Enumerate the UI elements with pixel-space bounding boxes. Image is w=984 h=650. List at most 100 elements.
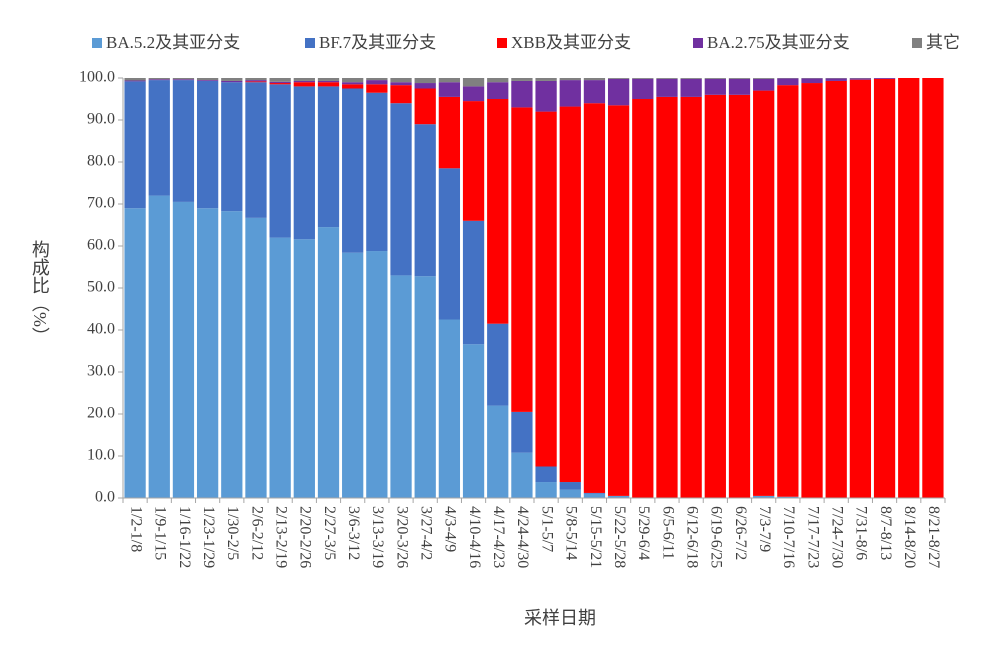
bar-segment — [728, 94, 751, 499]
bar-segment — [462, 78, 485, 87]
bar-segment — [366, 78, 388, 81]
bar-segment — [873, 78, 896, 498]
bar-segment — [317, 80, 340, 83]
x-tick-label: 5/22-5/28 — [611, 506, 628, 568]
x-tick-label: 5/1-5/7 — [538, 506, 555, 552]
bar-segment — [124, 208, 146, 498]
bar-segment — [317, 227, 340, 498]
bar-segment — [293, 78, 315, 81]
bar-segment — [656, 78, 678, 79]
y-tick-label: 70.0 — [87, 195, 115, 212]
legend-label: 其它 — [926, 33, 960, 52]
bar-segment — [221, 80, 243, 83]
bar-segment — [414, 83, 436, 89]
bar-segment — [245, 82, 267, 218]
bar-segment — [148, 79, 170, 81]
bar-segment — [511, 80, 533, 108]
bar-segment — [801, 78, 823, 84]
legend-swatch — [912, 38, 922, 48]
bar-segment — [535, 78, 557, 81]
x-tick-label: 1/23-1/29 — [200, 506, 217, 568]
bar-segment — [632, 78, 654, 79]
bar-segment — [342, 82, 364, 85]
bar-segment — [462, 220, 485, 345]
x-tick-label: 2/27-3/5 — [321, 506, 338, 560]
bar-segment — [511, 107, 533, 412]
x-tick-label: 7/31-8/6 — [853, 506, 870, 560]
bar-segment — [753, 90, 775, 496]
x-tick-label: 4/3-4/9 — [442, 506, 459, 552]
bar-segment — [777, 85, 799, 497]
bar-segment — [196, 80, 219, 209]
legend-label: XBB及其亚分支 — [511, 33, 631, 52]
bar-segment — [487, 82, 509, 99]
bar-segment — [487, 405, 509, 498]
bar-segment — [728, 78, 751, 95]
bar-segment — [656, 96, 678, 499]
bar-segment — [172, 79, 195, 81]
bar-segment — [559, 482, 581, 490]
bar-segment — [342, 84, 364, 89]
bar-segment — [148, 78, 170, 80]
x-tick-label: 5/29-6/4 — [635, 506, 652, 560]
x-tick-label: 7/24-7/30 — [829, 506, 846, 568]
x-tick-label: 6/12-6/18 — [683, 506, 700, 568]
bar-segment — [535, 466, 557, 483]
bar-segment — [172, 80, 195, 202]
bar-segment — [124, 81, 146, 209]
bar-segment — [293, 86, 315, 240]
bar-segment — [559, 106, 581, 483]
bar-segment — [704, 78, 726, 95]
bar-segment — [801, 83, 823, 498]
x-tick-label: 3/27-4/2 — [418, 506, 435, 560]
legend-label: BA.2.75及其亚分支 — [707, 33, 850, 52]
bar-segment — [245, 80, 267, 82]
bar-segment — [342, 252, 364, 498]
y-tick-label: 20.0 — [87, 405, 115, 422]
bar-segment — [342, 88, 364, 253]
bar-segment — [922, 78, 944, 498]
y-tick-label: 80.0 — [87, 153, 115, 170]
bar-segment — [221, 82, 243, 212]
bar-segment — [487, 323, 509, 406]
bar-segment — [414, 124, 436, 277]
bar-segment — [317, 78, 340, 81]
bar-segment — [172, 201, 195, 498]
bar-segment — [414, 88, 436, 125]
bar-segment — [583, 493, 606, 498]
bar-segment — [583, 78, 606, 81]
bar-segment — [753, 78, 775, 91]
legend-label: BA.5.2及其亚分支 — [106, 33, 240, 52]
y-tick-label: 90.0 — [87, 111, 115, 128]
bar-segment — [535, 111, 557, 467]
bar-segment — [293, 82, 315, 87]
bar-segment — [825, 80, 847, 498]
y-tick-label: 30.0 — [87, 363, 115, 380]
bar-segment — [245, 81, 267, 83]
bar-segment — [414, 276, 436, 498]
x-tick-label: 3/20-3/26 — [393, 506, 410, 568]
bar-segment — [317, 86, 340, 228]
x-tick-label: 8/21-8/27 — [925, 506, 942, 568]
y-tick-label: 0.0 — [95, 489, 115, 506]
bar-segment — [414, 78, 436, 84]
y-axis-title: 构成比（%） — [30, 240, 50, 345]
bar-segment — [293, 80, 315, 83]
x-axis-title: 采样日期 — [524, 608, 596, 628]
x-tick-label: 1/16-1/22 — [176, 506, 193, 568]
x-tick-label: 6/19-6/25 — [708, 506, 725, 568]
x-tick-label: 2/20-2/26 — [297, 506, 314, 568]
bar-segment — [390, 82, 412, 86]
x-tick-label: 1/9-1/15 — [152, 506, 169, 560]
bar-segment — [438, 168, 461, 320]
bar-segment — [390, 103, 412, 276]
bar-segment — [607, 105, 630, 496]
bar-segment — [607, 78, 630, 79]
bar-segment — [849, 78, 872, 80]
bar-segment — [535, 482, 557, 498]
bar-segment — [221, 211, 243, 498]
x-tick-label: 1/30-2/5 — [224, 506, 241, 560]
bar-segment — [366, 251, 388, 498]
bar-segment — [753, 495, 775, 498]
bar-segment — [777, 496, 799, 498]
